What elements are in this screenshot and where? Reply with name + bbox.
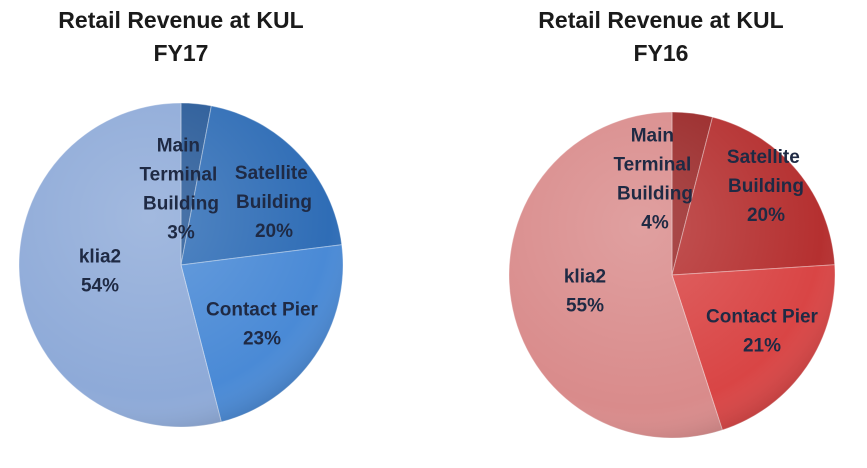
slice-value-label: 55%	[566, 296, 604, 317]
slice-label: Main Terminal Building	[139, 136, 222, 215]
slice-label: Contact Pier	[206, 300, 319, 321]
slice-value-label: 54%	[81, 276, 119, 297]
chart-title: Retail Revenue at KUL	[58, 7, 303, 33]
chart-subtitle: FY16	[634, 40, 689, 66]
slice-label: klia2	[79, 247, 121, 268]
slice-value-label: 20%	[255, 221, 293, 242]
slice-value-label: 23%	[243, 329, 281, 350]
slice-value-label: 20%	[747, 205, 785, 226]
slice-label: Contact Pier	[706, 307, 819, 328]
slice-label: klia2	[564, 267, 606, 288]
slice-label: Main Terminal Building	[613, 126, 696, 205]
slice-label: Satellite Building	[727, 147, 805, 197]
chart-subtitle: FY17	[154, 40, 209, 66]
slice-value-label: 4%	[641, 213, 669, 234]
slice-value-label: 3%	[167, 223, 195, 244]
slice-value-label: 21%	[743, 336, 781, 357]
slice-label: Satellite Building	[235, 163, 313, 213]
chart-title: Retail Revenue at KUL	[538, 7, 783, 33]
